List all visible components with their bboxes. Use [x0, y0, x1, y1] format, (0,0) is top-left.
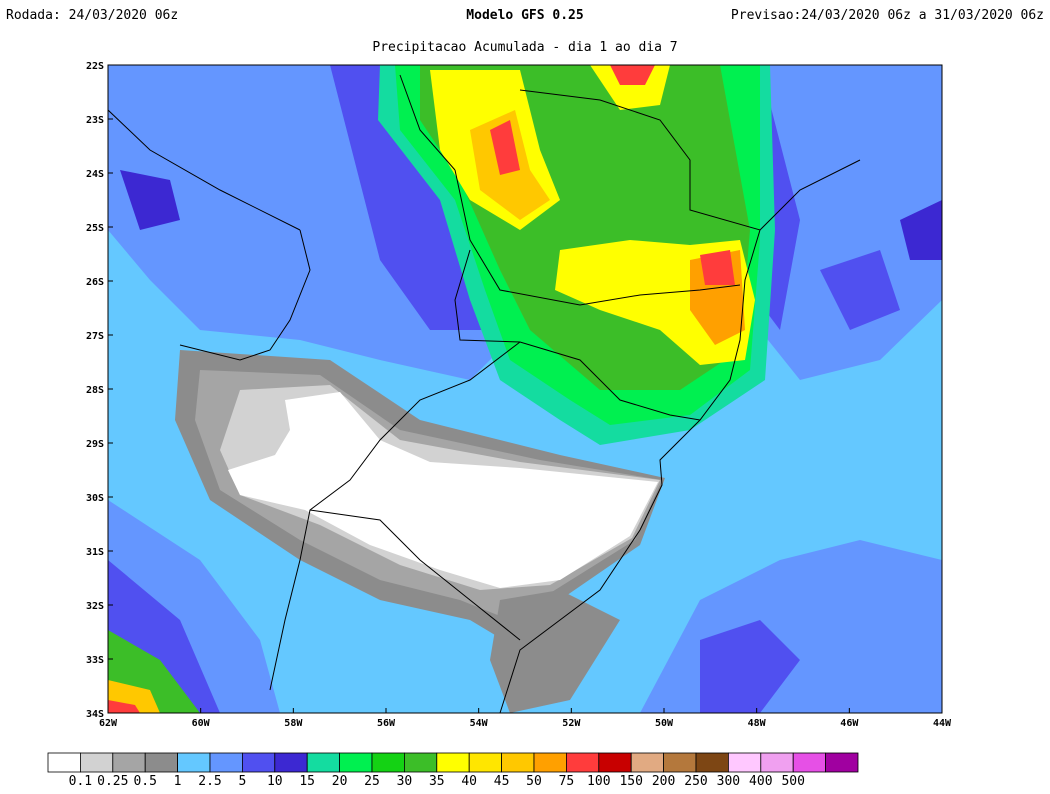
legend-swatch: [728, 752, 762, 773]
legend-swatch: [436, 752, 470, 773]
legend-label: 1: [174, 774, 182, 789]
lon-label: 52W: [562, 718, 581, 729]
legend-swatch: [80, 752, 114, 773]
lat-label: 24S: [86, 169, 104, 180]
legend-swatch: [663, 752, 697, 773]
legend-label: 2.5: [198, 774, 221, 789]
lon-label: 50W: [655, 718, 674, 729]
legend-label: 45: [494, 774, 510, 789]
legend-swatch: [306, 752, 341, 773]
legend-label: 100: [587, 774, 610, 789]
lon-label: 46W: [840, 718, 859, 729]
legend-label: 200: [652, 774, 675, 789]
model-label: Modelo GFS 0.25: [466, 8, 583, 23]
legend-swatch: [112, 752, 146, 773]
lon-label: 58W: [284, 718, 303, 729]
lat-label: 27S: [86, 331, 104, 342]
legend-swatch: [598, 752, 632, 773]
lat-label: 23S: [86, 115, 104, 126]
legend-label: 0.5: [133, 774, 156, 789]
legend-label: 15: [299, 774, 315, 789]
legend-swatch: [468, 752, 503, 773]
legend-swatch: [501, 752, 535, 773]
lon-label: 54W: [470, 718, 489, 729]
legend-swatch: [630, 752, 665, 773]
legend-label: 0.25: [97, 774, 128, 789]
forecast-label: Previsao:24/03/2020 06z a 31/03/2020 06z: [731, 8, 1044, 23]
lat-label: 22S: [86, 61, 104, 72]
legend-swatch: [403, 752, 438, 773]
legend-swatch: [760, 752, 794, 773]
lat-label: 33S: [86, 655, 104, 666]
legend-label: 500: [781, 774, 804, 789]
lat-label: 31S: [86, 547, 104, 558]
subtitle: Precipitacao Acumulada - dia 1 ao dia 7: [372, 40, 677, 55]
legend-label: 75: [559, 774, 575, 789]
lon-label: 44W: [933, 718, 952, 729]
legend-label: 30: [397, 774, 413, 789]
lon-label: 60W: [192, 718, 211, 729]
legend-swatch: [533, 752, 567, 773]
lat-label: 30S: [86, 493, 104, 504]
lat-label: 32S: [86, 601, 104, 612]
legend-label: 300: [717, 774, 740, 789]
lon-label: 62W: [99, 718, 118, 729]
lat-label: 26S: [86, 277, 104, 288]
legend-swatch: [792, 752, 827, 773]
legend-swatch: [177, 752, 211, 773]
legend-label: 250: [684, 774, 707, 789]
legend-swatch: [47, 752, 81, 773]
legend-swatch: [241, 752, 276, 773]
legend-swatch: [695, 752, 729, 773]
legend-label: 400: [749, 774, 772, 789]
lon-label: 48W: [748, 718, 767, 729]
precip-field: [108, 65, 942, 713]
legend-label: 5: [238, 774, 246, 789]
legend-swatch: [339, 752, 373, 773]
lat-label: 28S: [86, 385, 104, 396]
lat-label: 34S: [86, 709, 104, 720]
legend-label: 10: [267, 774, 283, 789]
legend-swatch: [371, 752, 405, 773]
legend-swatch: [209, 752, 243, 773]
legend-label: 35: [429, 774, 445, 789]
legend-label: 50: [526, 774, 542, 789]
run-label: Rodada: 24/03/2020 06z: [6, 8, 178, 23]
legend-label: 25: [364, 774, 380, 789]
legend-swatch: [144, 752, 178, 773]
lon-label: 56W: [377, 718, 396, 729]
legend-swatch: [825, 752, 859, 773]
legend-label: 150: [619, 774, 642, 789]
legend-label: 20: [332, 774, 348, 789]
legend-swatch: [566, 752, 600, 773]
lat-label: 29S: [86, 439, 104, 450]
legend-label: 40: [461, 774, 477, 789]
lat-label: 25S: [86, 223, 104, 234]
legend-label: 0.1: [69, 774, 92, 789]
legend-swatch: [274, 752, 308, 773]
